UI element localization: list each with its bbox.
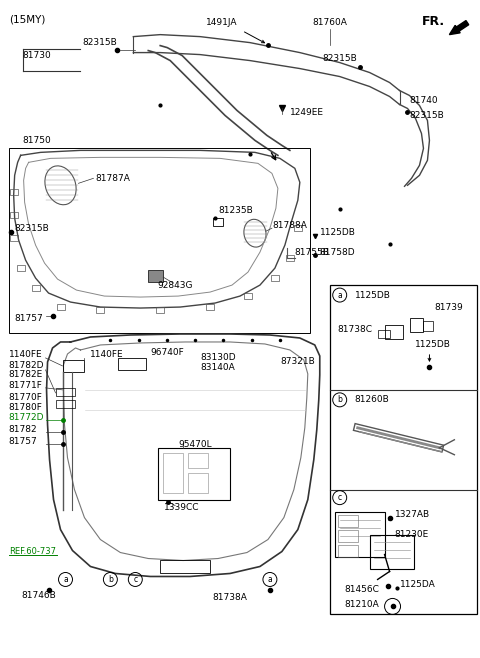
Text: 81755B: 81755B xyxy=(295,247,330,257)
Text: 81456C: 81456C xyxy=(345,585,380,594)
Text: 81260B: 81260B xyxy=(355,395,389,405)
Text: 81738C: 81738C xyxy=(338,326,372,334)
Text: 81210A: 81210A xyxy=(345,600,380,609)
Text: 81782: 81782 xyxy=(9,425,37,434)
Text: 1339CC: 1339CC xyxy=(165,503,200,512)
Text: c: c xyxy=(133,575,137,584)
Text: 1125DA: 1125DA xyxy=(399,580,435,589)
Text: 1491JA: 1491JA xyxy=(206,18,238,27)
Text: 81230E: 81230E xyxy=(395,530,429,539)
Text: b: b xyxy=(108,575,113,584)
Bar xyxy=(188,453,208,468)
Bar xyxy=(338,515,358,526)
Text: 1125DB: 1125DB xyxy=(320,228,356,237)
Text: 81770F: 81770F xyxy=(9,393,43,402)
Text: 81757: 81757 xyxy=(15,313,43,322)
Text: 82315B: 82315B xyxy=(15,224,49,233)
Text: 81750: 81750 xyxy=(23,136,51,145)
Bar xyxy=(330,285,477,615)
Bar xyxy=(56,388,75,396)
Bar xyxy=(17,265,24,271)
Bar xyxy=(206,304,214,310)
Text: 81738A: 81738A xyxy=(213,593,248,602)
Text: 1140FE: 1140FE xyxy=(90,351,124,359)
Text: 1125DB: 1125DB xyxy=(355,291,391,299)
Text: 87321B: 87321B xyxy=(280,357,314,367)
Bar xyxy=(10,190,18,195)
Bar xyxy=(370,534,415,569)
Text: 81780F: 81780F xyxy=(9,403,43,413)
Text: 81740: 81740 xyxy=(409,96,438,105)
Bar xyxy=(119,358,146,370)
Bar xyxy=(96,307,104,313)
Text: 1327AB: 1327AB xyxy=(395,510,430,519)
Text: 96740F: 96740F xyxy=(150,349,184,357)
Bar xyxy=(286,255,294,261)
Bar xyxy=(423,321,433,331)
Text: 95470L: 95470L xyxy=(178,440,212,449)
Bar xyxy=(335,512,384,557)
Text: c: c xyxy=(337,493,342,502)
Text: 81739: 81739 xyxy=(434,303,463,311)
Text: 81730: 81730 xyxy=(23,51,51,60)
Bar xyxy=(244,293,252,299)
Bar xyxy=(56,400,75,408)
FancyArrow shape xyxy=(449,20,469,35)
Bar xyxy=(271,275,279,281)
Bar xyxy=(378,330,390,338)
Text: 81758D: 81758D xyxy=(320,247,355,257)
Text: 81782D: 81782D xyxy=(9,361,44,370)
Text: 81235B: 81235B xyxy=(218,206,253,215)
Bar xyxy=(62,360,84,372)
Bar xyxy=(338,530,358,542)
Text: a: a xyxy=(63,575,68,584)
Bar xyxy=(10,235,18,241)
Text: a: a xyxy=(267,575,272,584)
Text: 81760A: 81760A xyxy=(312,18,347,27)
Text: 83140A: 83140A xyxy=(200,363,235,372)
Text: 92843G: 92843G xyxy=(157,280,193,290)
Text: REF.60-737: REF.60-737 xyxy=(9,547,56,556)
Text: 82315B: 82315B xyxy=(409,111,444,120)
Text: 81757: 81757 xyxy=(9,438,37,446)
Bar xyxy=(32,285,39,291)
Bar xyxy=(57,304,64,310)
Text: a: a xyxy=(337,291,342,299)
Bar xyxy=(213,218,223,226)
Text: 81746B: 81746B xyxy=(21,591,56,600)
Text: 83130D: 83130D xyxy=(200,353,236,363)
Bar xyxy=(156,307,164,313)
Text: 81771F: 81771F xyxy=(9,382,43,390)
Bar xyxy=(338,545,358,557)
Text: 81787A: 81787A xyxy=(96,174,130,183)
Bar xyxy=(158,447,230,499)
Bar xyxy=(9,149,310,333)
Text: 82315B: 82315B xyxy=(323,54,357,63)
Text: FR.: FR. xyxy=(421,14,444,28)
Text: 81788A: 81788A xyxy=(272,220,307,230)
Bar xyxy=(160,559,210,574)
Bar xyxy=(384,325,403,339)
Text: 1249EE: 1249EE xyxy=(290,108,324,117)
Text: 1125DB: 1125DB xyxy=(415,340,450,349)
Bar xyxy=(188,472,208,493)
Bar xyxy=(294,225,302,231)
Bar xyxy=(409,318,423,332)
Text: (15MY): (15MY) xyxy=(9,14,45,24)
Bar xyxy=(163,453,183,493)
Text: 1140FE: 1140FE xyxy=(9,351,42,359)
Text: b: b xyxy=(337,395,342,405)
Text: 81782E: 81782E xyxy=(9,370,43,380)
Text: 82315B: 82315B xyxy=(83,38,117,47)
Bar xyxy=(148,270,163,282)
Text: 81772D: 81772D xyxy=(9,413,44,422)
Bar xyxy=(10,213,18,218)
